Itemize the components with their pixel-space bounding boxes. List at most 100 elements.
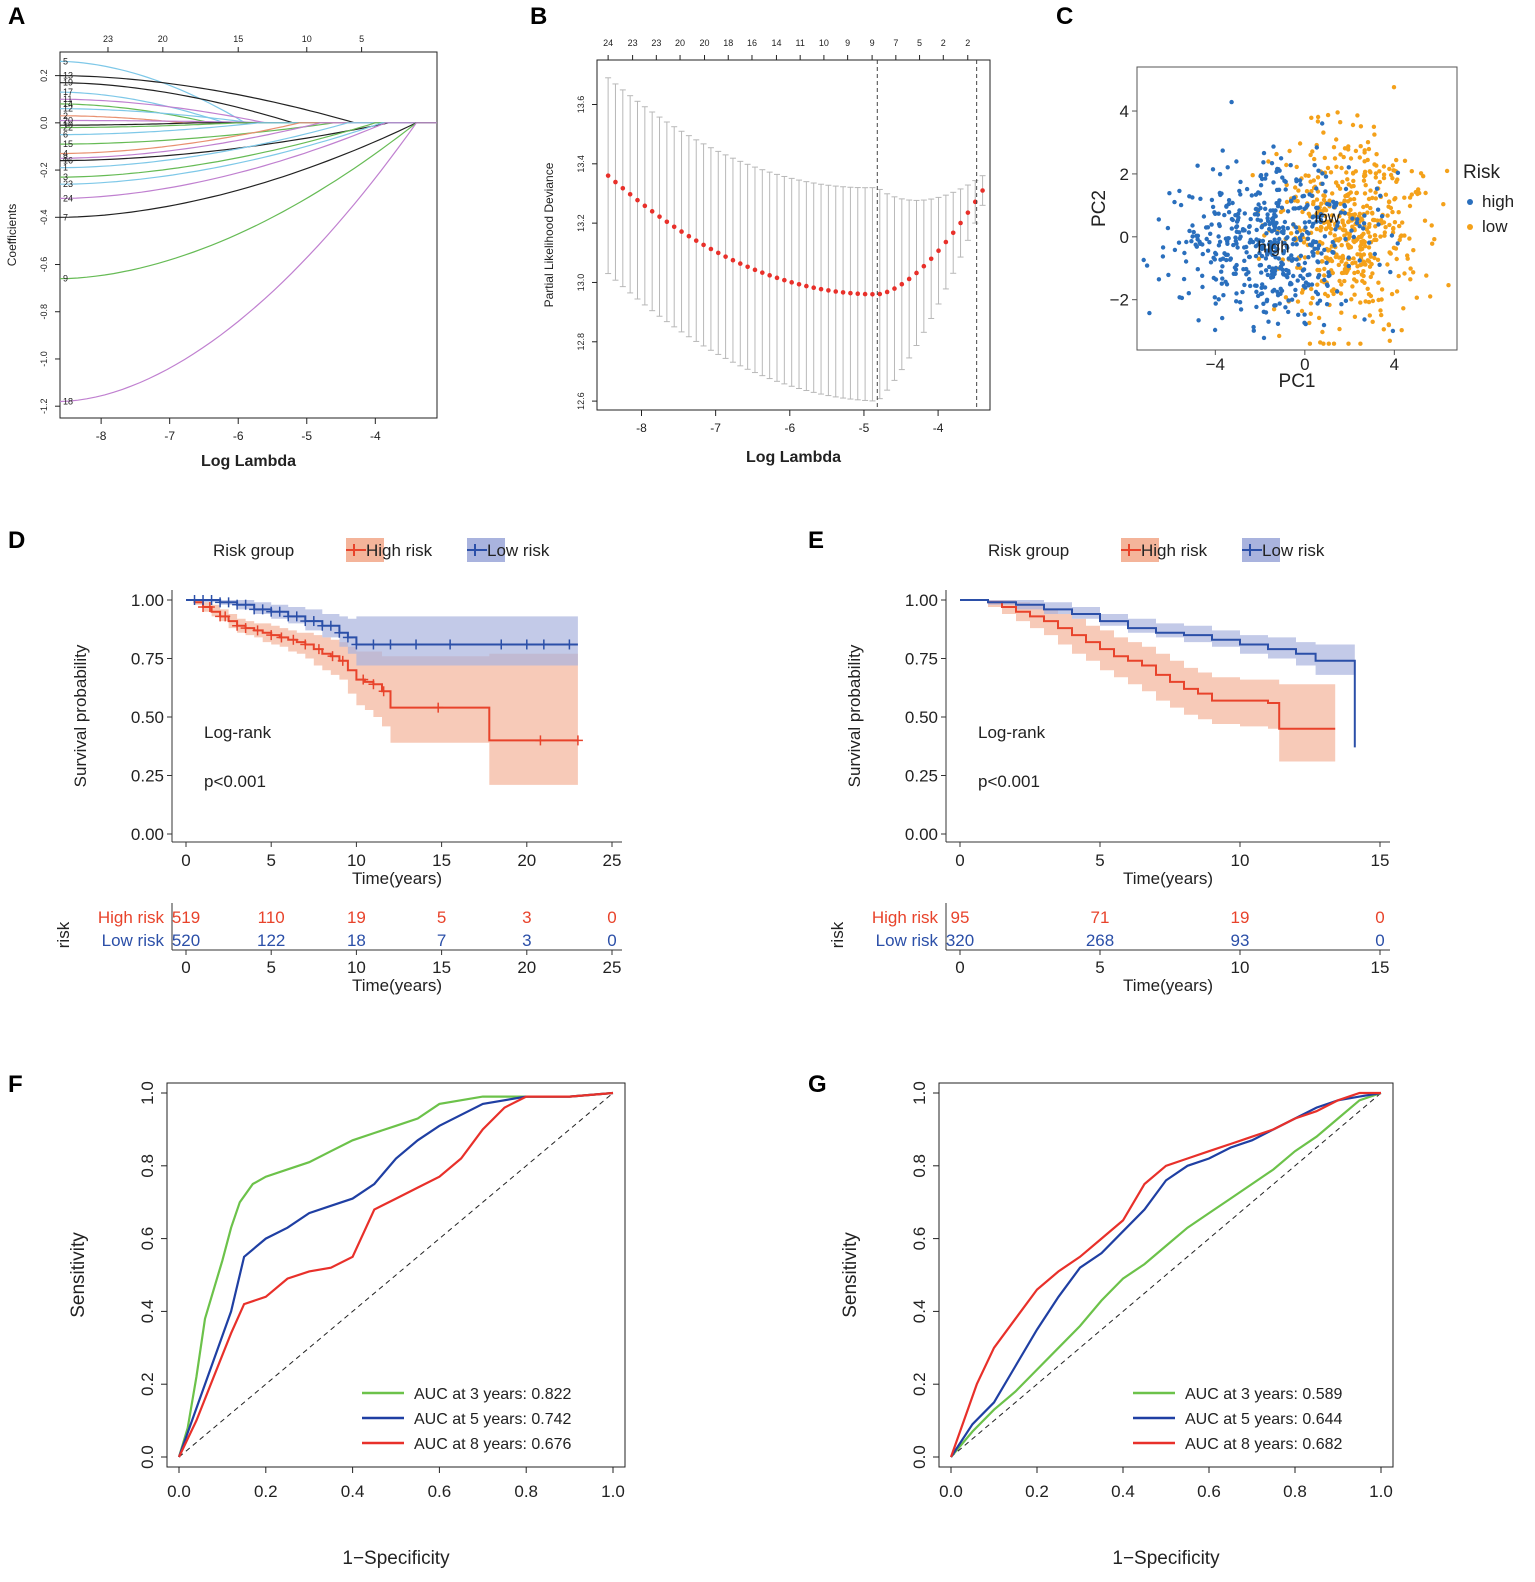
high-point	[1230, 200, 1235, 206]
high-point	[1200, 284, 1205, 290]
high-point	[1269, 161, 1275, 166]
low-point	[1381, 175, 1387, 181]
high-point	[1322, 277, 1327, 283]
high-point	[1290, 242, 1296, 247]
table-tick-label: 10	[347, 958, 366, 977]
low-point	[1361, 173, 1367, 179]
low-point	[1382, 233, 1387, 238]
high-point	[1357, 258, 1362, 263]
high-point	[1167, 191, 1172, 196]
panel-a: -8 -7 -6 -5 -4 -1.2 -1.0 -0.8 -0.6 -0.4 -0.2 0.0 0.2…	[5, 34, 438, 470]
y-tick-label: 0.50	[905, 708, 938, 727]
high-point	[1195, 163, 1200, 168]
x-axis-label: 1−Specificity	[1112, 1548, 1220, 1569]
x-tick-label: 25	[603, 851, 622, 870]
high-point	[1247, 276, 1252, 282]
cv-point	[826, 288, 831, 293]
coef-path	[59, 122, 437, 218]
high-point	[1264, 231, 1269, 236]
high-point	[1213, 301, 1218, 306]
top-tick-label: 9	[845, 38, 850, 48]
low-point	[1314, 226, 1320, 232]
low-point	[1323, 255, 1329, 260]
high-point	[1190, 234, 1195, 239]
low-point	[1366, 292, 1372, 297]
top-tick-label: 23	[628, 38, 638, 48]
low-point	[1310, 295, 1315, 301]
high-point	[1280, 225, 1286, 230]
high-point	[1298, 273, 1303, 279]
low-point	[1382, 230, 1388, 235]
x-tick-label: 20	[517, 851, 536, 870]
coef-path	[60, 122, 437, 178]
low-point	[1405, 256, 1410, 261]
low-point	[1417, 190, 1422, 196]
high-point	[1296, 262, 1301, 267]
low-point	[1302, 255, 1308, 260]
low-point	[1408, 277, 1413, 282]
low-point	[1408, 266, 1413, 271]
high-point	[1312, 246, 1317, 251]
high-point	[1283, 179, 1288, 184]
low-point	[1322, 155, 1328, 161]
high-point	[1361, 226, 1366, 231]
high-point	[1294, 257, 1299, 262]
low-point	[1370, 210, 1375, 215]
y-tick-label: 0.2	[138, 1372, 157, 1396]
low-point	[1390, 209, 1395, 215]
low-point	[1340, 179, 1345, 185]
pvalue-label: p<0.001	[978, 772, 1040, 791]
cv-point	[737, 261, 743, 266]
low-point	[1339, 282, 1344, 287]
high-point	[1275, 321, 1281, 326]
risk-count: 0	[607, 908, 616, 927]
low-point	[1309, 189, 1314, 194]
high-point	[1237, 208, 1242, 213]
low-point	[1329, 288, 1335, 294]
path-label: 18	[63, 396, 73, 406]
risk-count: 95	[951, 908, 970, 927]
risk-count: 520	[172, 931, 200, 950]
cv-point	[870, 291, 875, 297]
diagonal-reference	[178, 1092, 614, 1458]
cv-point	[899, 281, 905, 287]
high-point	[1186, 291, 1192, 296]
low-point	[1328, 170, 1334, 175]
high-point	[1279, 229, 1285, 235]
high-point	[1210, 204, 1216, 210]
x-tick-label: 5	[1095, 851, 1104, 870]
legend-label-roc-3y: AUC at 3 years: 0.589	[1185, 1386, 1343, 1403]
low-point	[1368, 274, 1374, 280]
table-tick-label: 0	[955, 958, 964, 977]
cv-point	[657, 214, 662, 219]
high-point	[1307, 219, 1312, 224]
plot-frame	[1136, 66, 1458, 351]
low-point	[1322, 273, 1327, 278]
high-point	[1314, 186, 1319, 191]
low-point	[1250, 173, 1255, 178]
high-point	[1388, 269, 1393, 275]
x-axis-label: Time(years)	[1123, 869, 1213, 888]
low-point	[1346, 211, 1351, 216]
top-tick-label: 20	[675, 38, 685, 48]
y-axis-label: Coefficients	[5, 204, 19, 266]
low-point	[1296, 188, 1301, 193]
high-point	[1267, 226, 1272, 232]
low-point	[1352, 239, 1357, 245]
high-point	[1233, 235, 1238, 240]
high-point	[1242, 258, 1247, 263]
legend-label-roc-8y: AUC at 8 years: 0.682	[1185, 1436, 1343, 1453]
low-point	[1370, 271, 1375, 276]
low-point	[1297, 141, 1303, 146]
high-point	[1342, 210, 1348, 216]
plot-frame	[938, 1082, 1394, 1468]
low-point	[1352, 228, 1357, 233]
low-point	[1330, 191, 1335, 196]
low-point	[1358, 244, 1363, 249]
panel-letter-f: F	[8, 1071, 23, 1098]
low-point	[1355, 237, 1360, 242]
panel-letter-c: C	[1056, 3, 1073, 30]
legend-swatch	[1467, 224, 1473, 230]
high-point	[1212, 257, 1218, 262]
panel-letter-a: A	[8, 3, 25, 30]
